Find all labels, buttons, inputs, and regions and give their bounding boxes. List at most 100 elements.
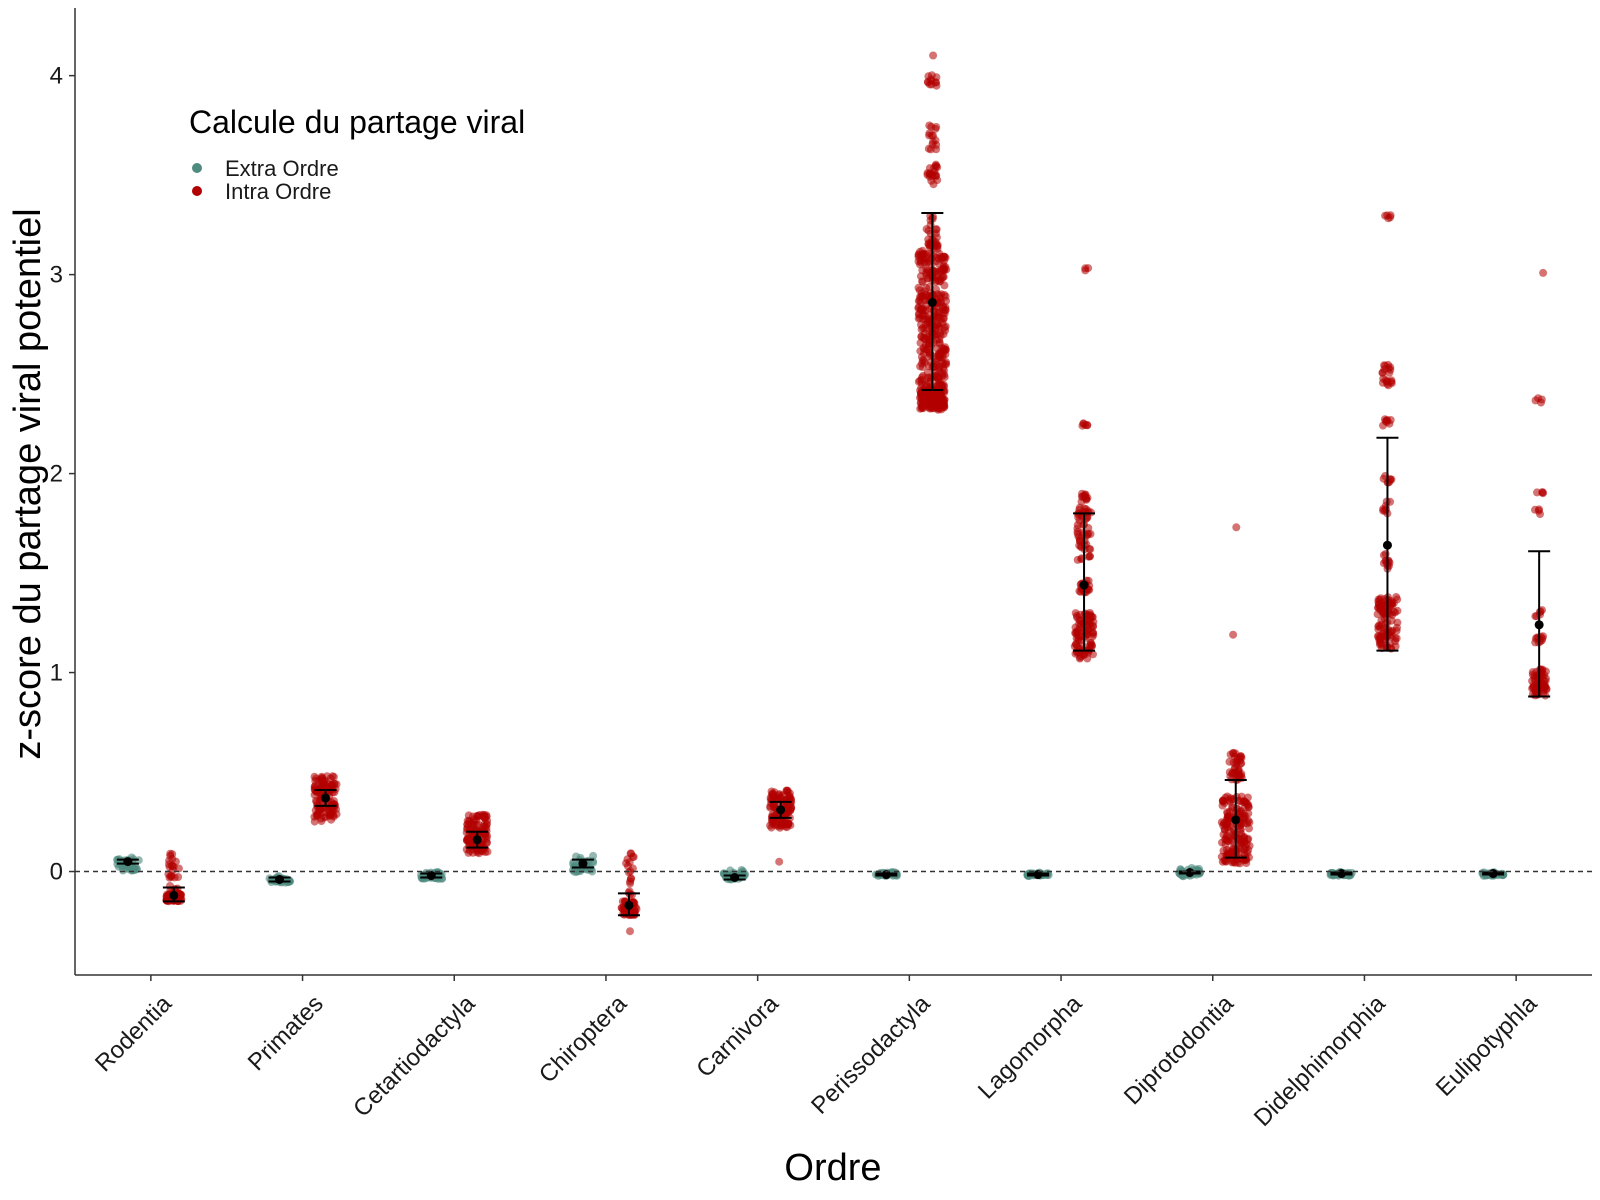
mean-point-intra-ordre-didelphimorphia	[1382, 540, 1392, 550]
x-tick-label: Diprotodontia	[1119, 990, 1239, 1110]
point-intra-ordre-lagomorpha	[1071, 609, 1080, 618]
point-intra-ordre-didelphimorphia	[1383, 377, 1392, 386]
point-intra-ordre-didelphimorphia	[1393, 623, 1401, 632]
point-intra-ordre-lagomorpha	[1073, 527, 1082, 536]
error-bars	[116, 211, 1551, 917]
point-intra-ordre-primates	[325, 780, 333, 789]
point-intra-ordre-perissodactyla	[935, 260, 944, 268]
point-intra-ordre-perissodactyla	[938, 382, 947, 391]
point-intra-ordre-didelphimorphia	[1378, 368, 1387, 377]
point-intra-ordre-perissodactyla	[925, 172, 934, 181]
point-intra-ordre-perissodactyla	[941, 360, 949, 369]
point-intra-ordre-chiroptera	[628, 853, 637, 861]
point-intra-ordre-cetartiodactyla	[478, 845, 487, 853]
point-intra-ordre-perissodactyla	[920, 287, 929, 296]
mean-point-extra-ordre-primates	[275, 874, 285, 884]
point-intra-ordre-primates	[312, 787, 321, 796]
x-tick-label: Primates	[243, 990, 329, 1076]
point-intra-ordre-lagomorpha	[1076, 542, 1085, 551]
point-intra-ordre-perissodactyla	[939, 266, 948, 275]
point-intra-ordre-lagomorpha	[1085, 552, 1094, 561]
point-intra-ordre-lagomorpha	[1089, 628, 1097, 637]
y-axis-ticks: 0 1 2 3 4	[50, 63, 75, 886]
point-intra-ordre-diprotodontia	[1240, 845, 1249, 854]
point-intra-ordre-eulipotyphla	[1538, 489, 1547, 498]
point-intra-ordre-diprotodontia	[1224, 852, 1233, 861]
point-intra-ordre-perissodactyla	[925, 311, 934, 320]
mean-point-intra-ordre-lagomorpha	[1079, 580, 1089, 590]
legend-title: Calcule du partage viral	[189, 104, 525, 140]
mean-point-extra-ordre-diprotodontia	[1185, 868, 1195, 878]
point-intra-ordre-perissodactyla	[917, 320, 925, 329]
point-intra-ordre-perissodactyla	[920, 329, 929, 338]
point-intra-ordre-perissodactyla	[923, 344, 932, 353]
point-intra-ordre-chiroptera	[626, 877, 635, 886]
mean-point-extra-ordre-eulipotyphla	[1488, 869, 1498, 879]
point-intra-ordre-perissodactyla	[922, 225, 931, 234]
point-intra-ordre-cetartiodactyla	[463, 816, 472, 825]
point-intra-ordre-diprotodontia	[1225, 807, 1234, 816]
point-intra-ordre-eulipotyphla	[1539, 680, 1548, 689]
mean-point-intra-ordre-chiroptera	[624, 900, 634, 910]
y-tick-label: 4	[50, 63, 63, 90]
point-intra-ordre-eulipotyphla	[1531, 634, 1540, 643]
point-intra-ordre-diprotodontia	[1236, 836, 1245, 845]
point-intra-ordre-perissodactyla	[940, 323, 949, 332]
point-intra-ordre-lagomorpha	[1084, 524, 1093, 532]
point-intra-ordre-lagomorpha	[1085, 617, 1094, 626]
point-intra-ordre-eulipotyphla	[1537, 398, 1545, 407]
point-intra-ordre-didelphimorphia	[1379, 505, 1388, 513]
point-intra-ordre-diprotodontia	[1219, 796, 1228, 805]
point-intra-ordre-diprotodontia	[1229, 630, 1238, 639]
point-intra-ordre-chiroptera	[626, 927, 634, 936]
point-intra-ordre-perissodactyla	[932, 330, 941, 339]
point-intra-ordre-perissodactyla	[929, 363, 938, 371]
y-tick-label: 2	[50, 461, 63, 488]
point-intra-ordre-didelphimorphia	[1379, 551, 1388, 560]
x-tick-label: Carnivora	[691, 990, 784, 1083]
mean-point-intra-ordre-diprotodontia	[1231, 815, 1241, 825]
point-intra-ordre-didelphimorphia	[1379, 559, 1388, 568]
x-tick-label: Didelphimorphia	[1249, 990, 1391, 1132]
x-tick-label: Cetartiodactyla	[348, 990, 481, 1123]
point-intra-ordre-lagomorpha	[1075, 516, 1084, 525]
point-intra-ordre-primates	[313, 811, 322, 820]
point-intra-ordre-didelphimorphia	[1393, 595, 1402, 604]
point-intra-ordre-perissodactyla	[933, 244, 942, 253]
mean-point-intra-ordre-perissodactyla	[927, 297, 937, 307]
point-intra-ordre-didelphimorphia	[1377, 631, 1386, 640]
point-intra-ordre-didelphimorphia	[1384, 360, 1393, 369]
point-intra-ordre-eulipotyphla	[1538, 665, 1547, 674]
point-intra-ordre-lagomorpha	[1073, 631, 1082, 640]
point-intra-ordre-perissodactyla	[929, 180, 938, 189]
y-tick-label: 1	[50, 660, 63, 687]
point-intra-ordre-cetartiodactyla	[464, 848, 473, 857]
point-intra-ordre-carnivora	[769, 790, 778, 799]
axes	[74, 8, 1592, 976]
mean-point-intra-ordre-primates	[321, 793, 331, 803]
x-tick-label: Lagomorpha	[973, 990, 1088, 1105]
x-tick-label: Perissodactyla	[806, 990, 936, 1120]
point-intra-ordre-didelphimorphia	[1373, 610, 1382, 619]
point-intra-ordre-perissodactyla	[934, 350, 943, 359]
legend-label-extra-ordre: Extra Ordre	[225, 156, 339, 181]
legend-label-intra-ordre: Intra Ordre	[225, 179, 331, 204]
point-intra-ordre-perissodactyla	[932, 141, 941, 149]
point-intra-ordre-perissodactyla	[932, 271, 941, 279]
point-intra-ordre-didelphimorphia	[1389, 607, 1398, 616]
point-intra-ordre-diprotodontia	[1229, 858, 1238, 867]
point-intra-ordre-perissodactyla	[929, 51, 938, 60]
point-intra-ordre-diprotodontia	[1225, 757, 1234, 766]
point-intra-ordre-carnivora	[775, 790, 784, 799]
point-intra-ordre-diprotodontia	[1242, 859, 1251, 867]
point-intra-ordre-didelphimorphia	[1381, 211, 1390, 220]
point-intra-ordre-didelphimorphia	[1376, 594, 1385, 603]
point-intra-ordre-didelphimorphia	[1374, 625, 1383, 634]
x-tick-label: Chiroptera	[534, 990, 633, 1089]
point-intra-ordre-didelphimorphia	[1382, 418, 1391, 427]
point-intra-ordre-primates	[327, 798, 336, 807]
point-intra-ordre-diprotodontia	[1221, 835, 1230, 844]
point-intra-ordre-carnivora	[782, 823, 791, 832]
point-intra-ordre-perissodactyla	[938, 254, 947, 262]
